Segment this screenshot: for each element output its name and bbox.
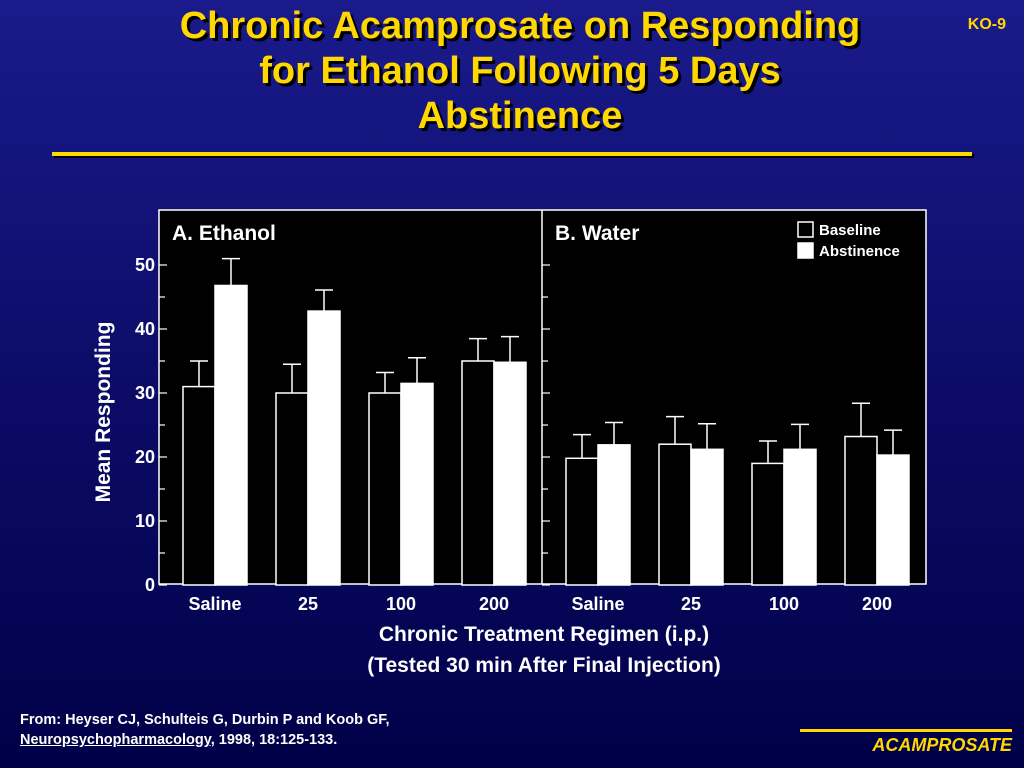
x-tick-label: 200 xyxy=(479,594,509,614)
title-underline xyxy=(52,152,972,156)
bar-chart: 0 10 20 30 40 50 Mean Responding A. Ethanol Sali… xyxy=(92,210,926,677)
slide-title-line-1: Chronic Acamprosate on Responding xyxy=(179,5,861,47)
x-axis-label-line-2: (Tested 30 min After Final Injection) xyxy=(367,654,721,677)
citation: From: Heyser CJ, Schulteis G, Durbin P a… xyxy=(20,710,390,750)
y-tick-label: 30 xyxy=(135,383,155,403)
legend-label-abstinence: Abstinence xyxy=(819,243,900,260)
x-tick-label: Saline xyxy=(571,594,624,614)
y-tick-label: 10 xyxy=(135,511,155,531)
x-axis-label-line-1: Chronic Treatment Regimen (i.p.) xyxy=(379,623,709,646)
bar-abstinence xyxy=(493,361,527,586)
legend-swatch-abstinence xyxy=(797,242,814,259)
bar-baseline xyxy=(565,457,599,586)
citation-source: Neuropsychopharmacology, 1998, 18:125-13… xyxy=(20,730,390,750)
bar-baseline xyxy=(844,435,878,586)
bar-abstinence xyxy=(307,310,341,586)
x-tick-label: 200 xyxy=(862,594,892,614)
footer-rule xyxy=(800,729,1012,732)
y-tick-label: 50 xyxy=(135,255,155,275)
bar-baseline xyxy=(658,443,692,586)
slide-title-line-3: Abstinence xyxy=(417,95,623,137)
bar-baseline xyxy=(368,392,402,586)
x-tick-label: 25 xyxy=(298,594,318,614)
bar-baseline xyxy=(182,385,216,586)
slide-title: Chronic Acamprosate on Responding for Et… xyxy=(60,4,980,139)
panel-title: A. Ethanol xyxy=(172,222,276,245)
x-tick-label: Saline xyxy=(188,594,241,614)
bar-baseline xyxy=(751,462,785,586)
y-tick-label: 40 xyxy=(135,319,155,339)
bar-abstinence xyxy=(597,444,631,586)
bar-abstinence xyxy=(400,382,434,586)
bar-abstinence xyxy=(214,284,248,586)
x-tick-label: 25 xyxy=(681,594,701,614)
slide-code: KO-9 xyxy=(967,16,1006,33)
x-tick-label: 100 xyxy=(386,594,416,614)
y-tick-label: 0 xyxy=(145,575,155,595)
x-tick-label: 100 xyxy=(769,594,799,614)
bar-baseline xyxy=(275,392,309,586)
slide-title-line-2: for Ethanol Following 5 Days xyxy=(259,50,781,92)
legend-swatch-baseline xyxy=(797,221,814,238)
citation-journal: Neuropsychopharmacology xyxy=(20,732,211,748)
citation-details: , 1998, 18:125-133. xyxy=(210,732,338,748)
footer-label: ACAMPROSATE xyxy=(872,735,1012,755)
bar-abstinence xyxy=(690,448,724,586)
y-tick-label: 20 xyxy=(135,447,155,467)
citation-authors: From: Heyser CJ, Schulteis G, Durbin P a… xyxy=(20,712,390,728)
y-axis-label: Mean Responding xyxy=(92,322,115,503)
panel-title: B. Water xyxy=(555,222,639,245)
bar-abstinence xyxy=(876,454,910,586)
bar-abstinence xyxy=(783,448,817,586)
legend-label-baseline: Baseline xyxy=(819,222,881,239)
bar-baseline xyxy=(461,360,495,586)
